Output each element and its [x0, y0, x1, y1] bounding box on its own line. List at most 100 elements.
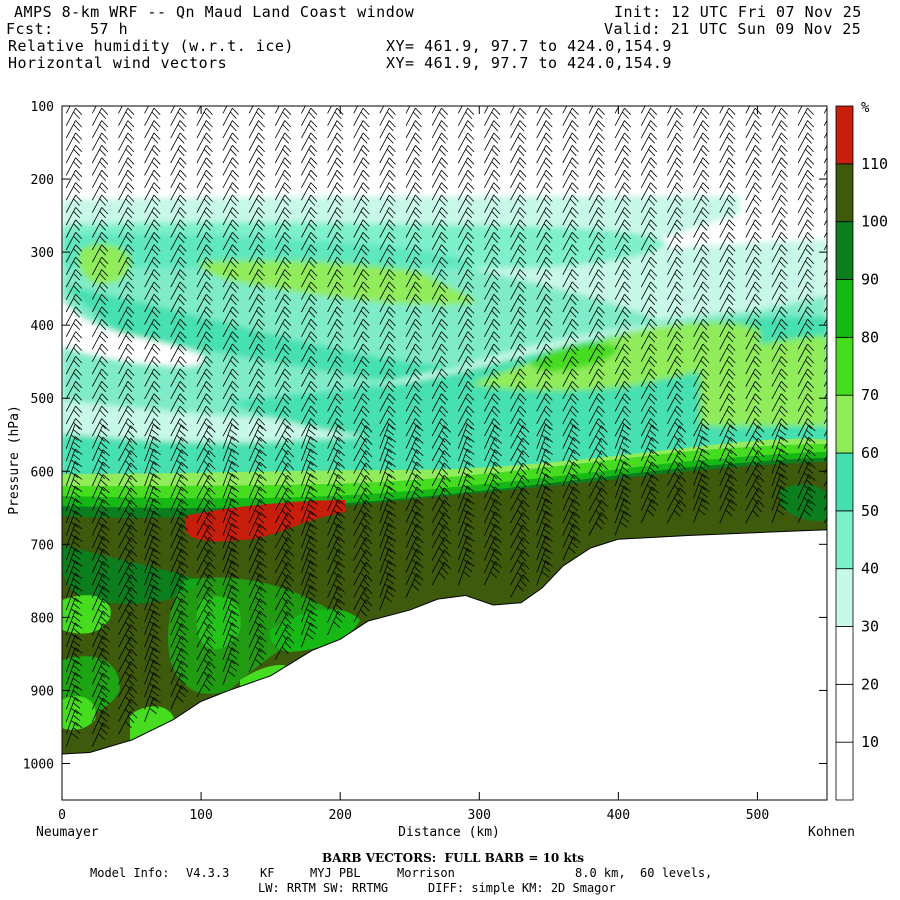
wind-barb: [170, 648, 189, 673]
wind-barb: [144, 120, 161, 139]
wind-barb: [327, 536, 345, 561]
wind-barb: [431, 537, 451, 561]
wind-barb: [170, 685, 189, 710]
wind-barb: [91, 672, 110, 698]
wind-barb: [771, 343, 788, 362]
wind-barb: [327, 318, 344, 337]
terrain-mask: [62, 529, 827, 800]
wind-barb: [667, 107, 684, 126]
wind-barb: [118, 524, 138, 549]
wind-barb: [484, 194, 501, 213]
wind-barb: [588, 356, 605, 375]
wind-barb: [327, 586, 345, 611]
wind-barb: [353, 269, 370, 288]
wind-barb: [745, 232, 762, 251]
wind-barb: [588, 393, 605, 412]
wind-barb: [222, 107, 239, 126]
wind-barb: [797, 343, 814, 362]
wind-barb: [640, 381, 658, 400]
wind-barb: [457, 169, 475, 188]
colorbar-swatch: [835, 279, 854, 338]
wind-barb: [170, 294, 187, 313]
wind-barb: [379, 219, 396, 238]
wind-barb: [510, 462, 530, 487]
wind-barb: [118, 393, 135, 412]
wind-barb: [379, 269, 396, 288]
wind-barb: [248, 610, 267, 636]
wind-barb: [640, 107, 658, 126]
wind-barb: [771, 256, 788, 275]
wind-barb: [327, 598, 345, 623]
wind-barb: [457, 535, 475, 561]
wind-barb: [118, 318, 135, 337]
wind-barb: [562, 145, 579, 164]
wind-barb: [771, 461, 789, 487]
wind-barb: [614, 473, 632, 499]
wind-barb: [65, 169, 83, 188]
wind-barb: [484, 424, 502, 449]
wind-barb: [484, 306, 501, 325]
wind-barb: [484, 499, 502, 524]
valid-time: Valid: 21 UTC Sun 09 Nov 25: [604, 20, 862, 38]
wind-barb: [379, 256, 396, 275]
wind-barb: [431, 524, 451, 549]
wind-barb: [405, 232, 422, 251]
wind-barb: [588, 120, 605, 139]
wind-barb: [745, 343, 762, 362]
wind-barb: [301, 318, 318, 337]
wind-barb: [301, 498, 318, 524]
wind-barb: [196, 256, 213, 275]
wind-barb: [667, 219, 684, 238]
wind-barb: [170, 132, 187, 151]
wind-barb: [536, 294, 553, 313]
wind-barb: [91, 623, 110, 648]
wind-barb: [65, 106, 80, 114]
wind-barb: [823, 417, 827, 424]
wind-barb: [536, 194, 553, 213]
wind-barb: [170, 449, 189, 474]
wind-barb: [222, 659, 240, 685]
colorbar-swatch: [835, 163, 854, 223]
wind-barb: [301, 461, 318, 487]
wind-barb: [719, 106, 734, 114]
wind-barb: [588, 425, 608, 449]
wind-barb: [65, 610, 83, 636]
y-tick-label: 1000: [23, 757, 54, 772]
wind-barb: [771, 281, 788, 300]
wind-barb: [118, 281, 135, 300]
wind-barb: [457, 120, 475, 139]
wind-barb: [510, 574, 530, 598]
wind-barb: [797, 169, 814, 188]
wind-barb: [640, 281, 658, 300]
wind-barb: [431, 562, 451, 586]
wind-barb: [484, 256, 501, 275]
wind-barb: [222, 647, 240, 673]
wind-barb: [693, 120, 710, 139]
wind-barb: [379, 473, 396, 499]
wind-barb: [118, 194, 135, 213]
wind-barb: [431, 132, 448, 151]
wind-barb: [771, 405, 788, 424]
wind-barb: [562, 381, 579, 400]
wind-barb: [196, 437, 216, 462]
wind-barb: [614, 244, 631, 263]
wind-barb: [170, 182, 187, 201]
wind-barb: [144, 585, 161, 611]
wind-barb: [640, 474, 659, 499]
wind-barb: [170, 331, 187, 350]
wind-barb: [91, 648, 110, 673]
wind-barb: [301, 560, 318, 586]
wind-barb: [431, 194, 448, 213]
wind-barb: [170, 405, 187, 424]
wind-barb: [771, 232, 788, 251]
wind-barb: [91, 232, 109, 251]
wind-barb: [379, 510, 396, 536]
wind-barb: [771, 106, 786, 114]
wind-barb: [91, 207, 109, 226]
wind-barb: [536, 535, 553, 561]
wind-barb: [65, 560, 83, 586]
wind-barb: [823, 119, 827, 126]
wind-barb: [118, 487, 138, 511]
wind-barb: [301, 281, 318, 300]
